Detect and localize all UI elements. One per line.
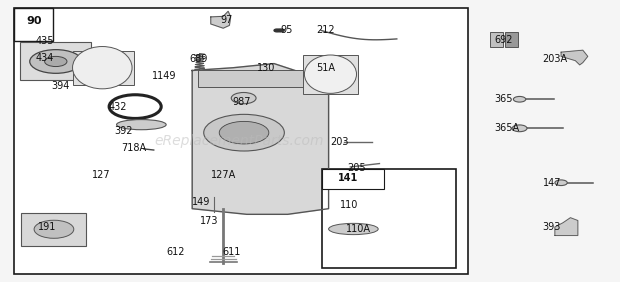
Text: 692: 692 — [495, 35, 513, 45]
Text: 393: 393 — [542, 222, 561, 232]
Ellipse shape — [117, 120, 166, 130]
Text: 432: 432 — [108, 102, 127, 112]
Polygon shape — [561, 50, 588, 65]
Circle shape — [274, 29, 280, 32]
Circle shape — [555, 180, 567, 186]
Text: 110: 110 — [340, 200, 358, 210]
Text: 212: 212 — [316, 25, 335, 36]
Text: 149: 149 — [192, 197, 211, 207]
Bar — [14, 8, 468, 274]
Text: 141: 141 — [338, 173, 358, 183]
Circle shape — [231, 92, 256, 104]
Text: 689: 689 — [189, 54, 208, 64]
Bar — [73, 51, 134, 85]
Text: 127: 127 — [92, 170, 110, 180]
Polygon shape — [192, 64, 329, 214]
Text: 147: 147 — [542, 178, 561, 188]
Text: 205: 205 — [347, 163, 366, 173]
Text: eReplacementParts.com: eReplacementParts.com — [154, 134, 324, 148]
Circle shape — [219, 121, 269, 144]
Bar — [505, 32, 518, 47]
Ellipse shape — [73, 47, 132, 89]
Bar — [21, 213, 86, 246]
Ellipse shape — [329, 223, 378, 235]
Text: 51A: 51A — [316, 63, 335, 73]
Text: 127A: 127A — [211, 170, 236, 180]
Text: 392: 392 — [115, 126, 133, 136]
Circle shape — [277, 29, 285, 32]
Text: 435: 435 — [36, 36, 55, 46]
Text: 203A: 203A — [542, 54, 568, 64]
Circle shape — [204, 114, 285, 151]
Text: 90: 90 — [26, 16, 42, 26]
Circle shape — [30, 50, 82, 73]
Text: 434: 434 — [36, 53, 55, 63]
Text: 110A: 110A — [346, 224, 371, 234]
Text: 191: 191 — [38, 222, 57, 232]
Polygon shape — [555, 218, 578, 235]
Polygon shape — [211, 11, 231, 28]
Bar — [198, 70, 322, 87]
Bar — [303, 55, 358, 94]
Text: 365A: 365A — [495, 123, 520, 133]
Bar — [14, 8, 53, 41]
Text: 1149: 1149 — [152, 71, 177, 81]
Text: 97: 97 — [220, 15, 232, 25]
Circle shape — [34, 220, 74, 238]
Bar — [20, 42, 91, 80]
Ellipse shape — [304, 55, 356, 93]
Text: 173: 173 — [200, 216, 218, 226]
Circle shape — [45, 56, 67, 67]
Bar — [322, 169, 456, 268]
Text: 987: 987 — [232, 96, 251, 107]
Text: 394: 394 — [51, 81, 69, 91]
Text: 611: 611 — [222, 246, 241, 257]
Bar — [322, 169, 384, 189]
Text: 95: 95 — [280, 25, 293, 36]
Text: 718A: 718A — [121, 143, 146, 153]
Text: 130: 130 — [257, 63, 276, 73]
Text: 203: 203 — [330, 137, 348, 147]
Circle shape — [513, 96, 526, 102]
Bar — [490, 32, 503, 47]
Circle shape — [512, 125, 527, 132]
Text: 612: 612 — [166, 246, 185, 257]
Text: 365: 365 — [495, 94, 513, 104]
